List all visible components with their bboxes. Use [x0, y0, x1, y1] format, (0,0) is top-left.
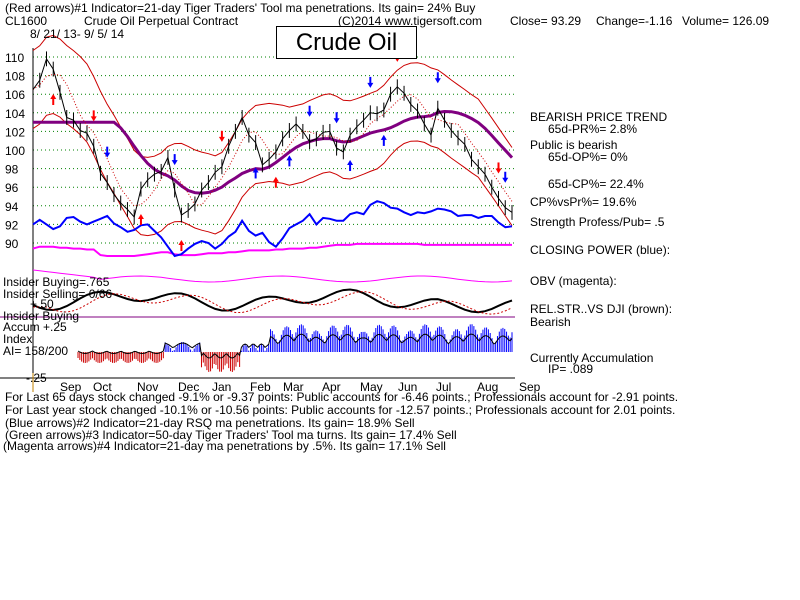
y-tick-label: 92 — [5, 218, 19, 232]
bearish-label: Bearish — [530, 315, 571, 329]
accumulation-line — [77, 333, 513, 359]
sell-arrow — [367, 76, 374, 88]
closing-power-label: CLOSING POWER (blue): — [530, 243, 671, 257]
pr-label: 65d-PR%= 2.8% — [548, 122, 638, 136]
sell-arrow — [434, 72, 441, 84]
buy-arrow — [252, 167, 259, 179]
x-tick-label: Sep — [60, 380, 82, 394]
op-label: 65d-OP%= 0% — [548, 150, 628, 164]
sell-arrow — [502, 171, 509, 183]
buy-arrow — [272, 176, 279, 188]
buy-arrow — [286, 155, 293, 167]
lower-band — [32, 112, 513, 237]
header-close: Close= 93.29 — [510, 14, 582, 28]
plus50-label: +.50 — [30, 297, 54, 311]
y-tick-label: 106 — [5, 88, 25, 102]
header-volume: Volume= 126.09 — [682, 14, 770, 28]
obv-line — [32, 242, 512, 257]
insider-selling-label: Insider Selling= 0/66 — [3, 287, 113, 301]
sell-arrow — [333, 112, 340, 124]
ai-label: AI= 158/200 — [3, 344, 69, 358]
sell-arrow — [306, 105, 313, 117]
public-label: Public is bearish — [530, 138, 618, 152]
footer-line5: (Magenta arrows)#4 Indicator=21-day ma p… — [3, 439, 446, 453]
buy-arrow — [137, 213, 144, 225]
y-axis-tick-labels: 110 108 106 104 102 100 98 96 94 92 90 — [5, 51, 25, 251]
y-tick-label: 90 — [5, 237, 19, 251]
trend-label: BEARISH PRICE TREND — [530, 110, 668, 124]
x-tick-label: Aug — [477, 380, 498, 394]
x-tick-label: Dec — [178, 380, 199, 394]
insider-panel — [0, 269, 515, 318]
price-ma-line — [32, 73, 513, 207]
grid-lines — [32, 48, 515, 378]
cpvspr-label: CP%vsPr%= 19.6% — [530, 195, 637, 209]
x-tick-label: May — [360, 380, 383, 394]
chart-title: Crude Oil — [295, 29, 398, 56]
insider-buying-label: Insider Buying=.765 — [3, 275, 110, 289]
relstr-label: REL.STR..VS DJI (brown): — [530, 302, 673, 316]
header-symbol: CL1600 — [5, 14, 48, 28]
index-label: Index — [3, 332, 33, 346]
strength-label: Strength Profess/Pub= .5 — [530, 215, 665, 229]
footer-line2: For Last year stock changed -10.1% or -1… — [5, 403, 676, 417]
x-axis-tick-labels: Sep Oct Nov Dec Jan Feb Mar Apr May Jun Jul Aug Sep — [60, 380, 541, 394]
x-tick-label: Nov — [137, 380, 158, 394]
x-tick-label: Sep — [519, 380, 541, 394]
buy-arrow — [50, 93, 57, 105]
x-tick-label: Jan — [212, 380, 231, 394]
header-change: Change=-1.16 — [596, 14, 673, 28]
footer-line3: (Blue arrows)#2 Indicator=21-day RSQ ma … — [5, 416, 415, 430]
insider-line — [32, 269, 513, 283]
minus25-label: -.25 — [26, 371, 47, 385]
lower-band-line — [32, 112, 513, 237]
footer-line4: (Green arrows)#3 Indicator=50-day Tiger … — [5, 428, 457, 442]
chart-title-box: Crude Oil — [276, 26, 417, 59]
y-tick-label: 108 — [5, 70, 25, 84]
signal-arrows — [50, 50, 509, 251]
sell-arrow — [90, 110, 97, 122]
accum-label: Currently Accumulation — [530, 351, 654, 365]
obv-label: OBV (magenta): — [530, 274, 617, 288]
x-tick-label: Jun — [398, 380, 417, 394]
ip-label: IP= .089 — [548, 362, 594, 376]
buy-arrow — [347, 160, 354, 172]
moving-average-line — [33, 109, 514, 195]
accum-index-label: Accum +.25 — [3, 320, 67, 334]
insider-buying2-label: Insider Buying — [3, 309, 80, 323]
header-name: Crude Oil Perpetual Contract — [84, 14, 239, 28]
relstr-ma-line — [33, 290, 513, 315]
y-tick-label: 110 — [5, 51, 24, 65]
y-tick-label: 96 — [5, 181, 19, 195]
upper-band — [32, 34, 513, 158]
header-date-range: 8/ 21/ 13- 9/ 5/ 14 — [30, 27, 125, 41]
buy-arrow — [380, 134, 387, 146]
y-tick-label: 102 — [5, 125, 25, 139]
y-tick-label: 94 — [5, 200, 19, 214]
upper-band-line — [32, 34, 513, 158]
y-tick-label: 100 — [5, 144, 25, 158]
x-tick-label: Jul — [436, 380, 451, 394]
sell-arrow — [104, 146, 111, 158]
footer-line1: For Last 65 days stock changed -9.1% or … — [5, 390, 679, 404]
accumulation-histogram — [77, 324, 513, 372]
sell-arrow — [171, 154, 178, 166]
x-tick-label: Feb — [250, 380, 271, 394]
x-tick-label: Oct — [93, 380, 112, 394]
sell-arrow — [495, 162, 502, 174]
buy-arrow — [178, 240, 185, 251]
price-line — [32, 57, 513, 219]
y-tick-label: 104 — [5, 107, 25, 121]
closing-power-line — [32, 200, 513, 258]
price-bars — [32, 51, 513, 225]
x-tick-label: Apr — [322, 380, 341, 394]
header-line1: (Red arrows)#1 Indicator=21-day Tiger Tr… — [5, 1, 476, 15]
cp-label: 65d-CP%= 22.4% — [548, 177, 644, 191]
sell-arrow — [218, 130, 225, 142]
header-copyright: (C)2014 www.tigersoft.com — [338, 14, 483, 28]
x-tick-label: Mar — [283, 380, 304, 394]
y-tick-label: 98 — [5, 163, 19, 177]
